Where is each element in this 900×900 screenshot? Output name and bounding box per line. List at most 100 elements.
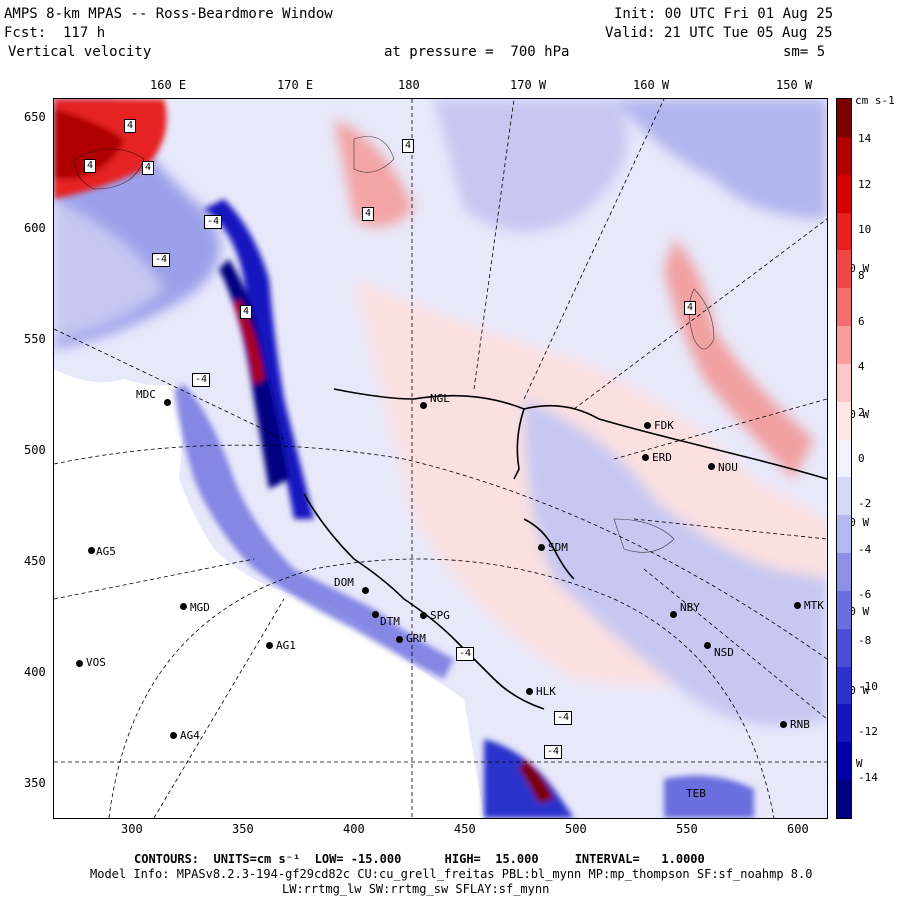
station-marker <box>670 611 677 618</box>
y-tick-label: 600 <box>24 221 46 235</box>
lon-label: 170 E <box>277 78 314 92</box>
contour-label: -4 <box>192 373 211 387</box>
station-label: AG1 <box>276 639 296 652</box>
x-tick-label: 500 <box>565 822 587 836</box>
station-marker <box>88 547 95 554</box>
station-label: NGL <box>430 392 450 405</box>
station-label: NBY <box>680 601 700 614</box>
field-name: Vertical velocity <box>8 44 152 60</box>
station-label: FDK <box>654 419 674 432</box>
colorbar-segment <box>837 212 851 251</box>
x-tick-label: 350 <box>232 822 254 836</box>
contour-label: -4 <box>456 647 475 661</box>
contour-label: -4 <box>204 215 223 229</box>
init-time: Init: 00 UTC Fri 01 Aug 25 <box>614 6 834 22</box>
forecast-hour: Fcst: 117 h <box>4 25 106 41</box>
y-tick-label: 400 <box>24 665 46 679</box>
station-label: TEB <box>686 787 706 800</box>
colorbar-tick-label: -2 <box>858 497 872 511</box>
colorbar-segment <box>837 136 851 176</box>
x-tick-label: 450 <box>454 822 476 836</box>
station-label: RNB <box>790 718 810 731</box>
map-panel: 4 4 4 4 4 -4 -4 -4 4 -4 -4 -4 4 MDC NGL … <box>53 98 828 819</box>
colorbar-tick-label: 4 <box>858 360 865 374</box>
y-tick-label: 500 <box>24 443 46 457</box>
x-tick-label: 400 <box>343 822 365 836</box>
station-label: MTK <box>804 599 824 612</box>
colorbar-tick-label: -6 <box>858 588 872 602</box>
lon-label: 160 E <box>150 78 187 92</box>
station-marker <box>526 688 533 695</box>
station-marker <box>362 587 369 594</box>
colorbar-segment <box>837 288 851 327</box>
colorbar-segment <box>837 628 851 668</box>
lon-label: 180 <box>398 78 420 92</box>
colorbar-segment <box>837 515 851 554</box>
colorbar-tick-label: 0 <box>858 451 865 465</box>
colorbar-segment <box>837 780 851 819</box>
plot-title: AMPS 8-km MPAS -- Ross-Beardmore Window <box>4 6 333 22</box>
contour-label: 4 <box>124 119 137 133</box>
colorbar-tick-label: 2 <box>858 405 865 419</box>
y-tick-label: 350 <box>24 776 46 790</box>
colorbar-units: cm s-1 <box>855 94 895 107</box>
colorbar-tick-label: 6 <box>858 314 865 328</box>
station-label: MGD <box>190 601 210 614</box>
station-marker <box>164 399 171 406</box>
contour-label: 4 <box>84 159 97 173</box>
contour-label: -4 <box>554 711 573 725</box>
colorbar-segment <box>837 439 851 478</box>
x-tick-label: 550 <box>676 822 698 836</box>
station-marker <box>794 602 801 609</box>
station-marker <box>704 642 711 649</box>
station-marker <box>642 454 649 461</box>
contour-label: 4 <box>402 139 415 153</box>
lon-label: 170 W <box>510 78 547 92</box>
colorbar-segment <box>837 553 851 592</box>
pressure-level: at pressure = 700 hPa <box>384 44 570 60</box>
station-marker <box>708 463 715 470</box>
x-tick-label: 600 <box>787 822 809 836</box>
colorbar-segment <box>837 742 851 781</box>
station-label: HLK <box>536 685 556 698</box>
station-marker <box>780 721 787 728</box>
contours-info: CONTOURS: UNITS=cm s⁻¹ LOW= -15.000 HIGH… <box>134 852 705 866</box>
station-label: NSD <box>714 646 734 659</box>
x-tick-label: 300 <box>121 822 143 836</box>
colorbar-tick-label: -12 <box>858 725 878 739</box>
station-marker <box>644 422 651 429</box>
station-marker <box>372 611 379 618</box>
station-label: MDC <box>136 388 156 401</box>
lon-label: 160 W <box>633 78 670 92</box>
station-marker <box>396 636 403 643</box>
valid-time: Valid: 21 UTC Tue 05 Aug 25 <box>605 25 833 41</box>
colorbar-tick-label: -14 <box>858 771 878 784</box>
colorbar-tick-label: 14 <box>858 132 872 145</box>
station-label: DTM <box>380 615 400 628</box>
y-tick-label: 550 <box>24 332 46 346</box>
station-label: NOU <box>718 461 738 474</box>
station-label: SPG <box>430 609 450 622</box>
station-marker <box>420 402 427 409</box>
station-marker <box>76 660 83 667</box>
station-label: ERD <box>652 451 672 464</box>
smoothing: sm= 5 <box>783 44 826 60</box>
station-marker <box>538 544 545 551</box>
station-marker <box>170 732 177 739</box>
model-info: Model Info: MPASv8.2.3-194-gf29cd82c CU:… <box>90 867 813 881</box>
contour-label: -4 <box>544 745 563 759</box>
colorbar-segment <box>837 363 851 403</box>
colorbar-tick-label: 12 <box>858 177 872 191</box>
colorbar-tick-label: -10 <box>858 679 878 693</box>
contour-label: 4 <box>142 161 155 175</box>
colorbar-segment <box>837 326 851 365</box>
colorbar-segment <box>837 666 851 705</box>
colorbar-tick-label: 8 <box>858 268 865 282</box>
station-marker <box>266 642 273 649</box>
station-label: DOM <box>334 576 354 589</box>
lon-label: 150 W <box>776 78 813 92</box>
station-label: GRM <box>406 632 426 645</box>
station-label: AG5 <box>96 545 116 558</box>
station-label: VOS <box>86 656 106 669</box>
colorbar <box>836 98 852 819</box>
